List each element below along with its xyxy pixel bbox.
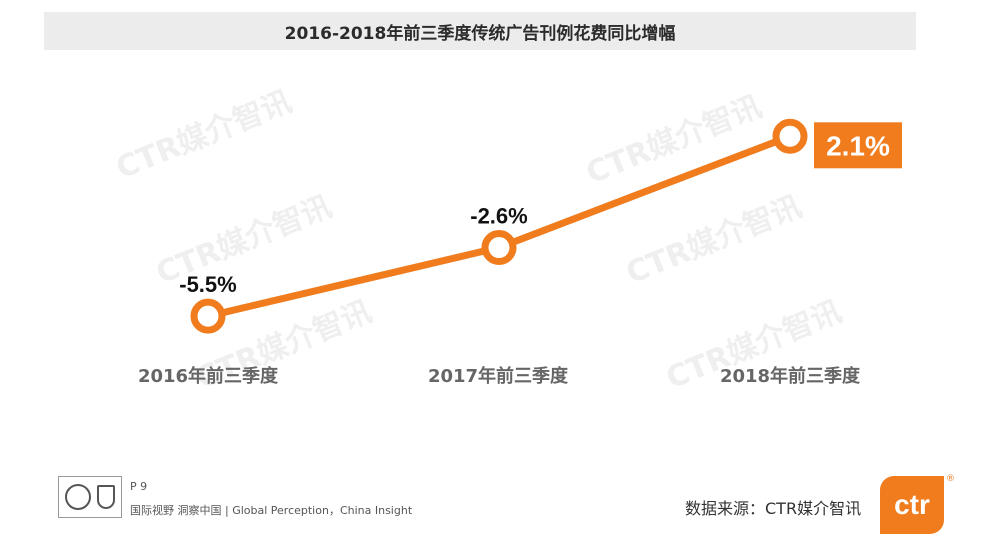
certification-shield-icon: [97, 485, 115, 509]
category-label: 2018年前三季度: [720, 365, 861, 387]
data-source: 数据来源：CTR媒介智讯: [685, 499, 862, 518]
certification-logos: [58, 476, 122, 518]
category-label: 2016年前三季度: [138, 365, 279, 387]
data-point: [772, 118, 808, 154]
data-label: 2.1%: [826, 130, 890, 161]
data-label-highlight: 2.1%: [814, 122, 902, 169]
data-point: [190, 298, 226, 334]
ctr-logo: ctr: [880, 476, 944, 534]
data-label-background: [814, 122, 902, 169]
certification-seal-icon: [65, 484, 91, 510]
footer-slogan: 国际视野 洞察中国 | Global Perception，China Insi…: [130, 504, 413, 517]
ctr-logo-text: ctr: [894, 489, 930, 520]
data-label: -2.6%: [470, 204, 527, 229]
category-label: 2017年前三季度: [428, 365, 569, 387]
chart-title: 2016-2018年前三季度传统广告刊例花费同比增幅: [284, 23, 676, 44]
data-point: [481, 230, 517, 266]
chart-title-bar: 2016-2018年前三季度传统广告刊例花费同比增幅: [44, 12, 916, 50]
page-number: P 9: [130, 480, 148, 493]
data-label: -5.5%: [179, 272, 236, 297]
registered-mark: ®: [946, 474, 955, 484]
